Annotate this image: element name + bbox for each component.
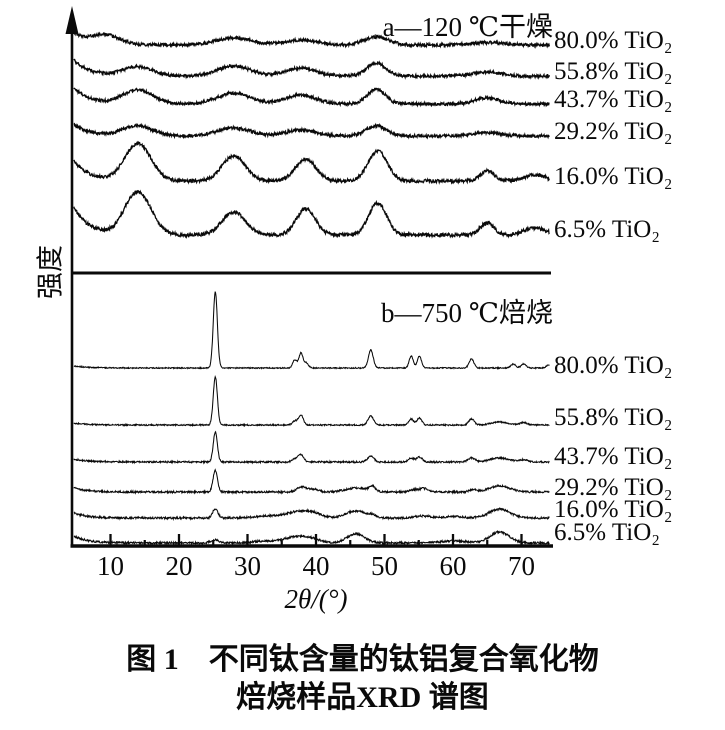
series-label-b-80.0: 80.0% TiO₂ — [554, 352, 673, 379]
x-tick-10: 10 — [97, 551, 124, 581]
caption-line-2: 焙烧样品XRD 谱图 — [236, 681, 489, 714]
xrd-trace-a-2 — [73, 87, 550, 108]
series-label-a-43.7: 43.7% TiO₂ — [554, 86, 673, 113]
series-label-a-55.8: 55.8% TiO₂ — [554, 58, 673, 85]
series-label-b-55.8: 55.8% TiO₂ — [554, 404, 673, 431]
xrd-trace-b-0 — [73, 291, 550, 370]
x-tick-40: 40 — [302, 551, 330, 581]
xrd-trace-b-4 — [73, 507, 550, 522]
x-tick-60: 60 — [439, 551, 467, 581]
caption-line-1: 图 1 不同钛含量的钛铝复合氧化物 — [126, 643, 599, 676]
xrd-trace-a-1 — [73, 58, 551, 80]
xrd-trace-b-3 — [73, 468, 550, 495]
y-axis-label: 强度 — [35, 245, 66, 299]
xrd-trace-a-5 — [73, 189, 550, 240]
xrd-trace-b-1 — [73, 375, 550, 428]
series-label-a-80.0: 80.0% TiO₂ — [554, 27, 673, 54]
series-label-a-29.2: 29.2% TiO₂ — [554, 118, 673, 145]
panel-a-title: a—120 ℃干燥 — [382, 12, 553, 42]
panel-b-title: b—750 ℃焙烧 — [381, 298, 553, 328]
series-label-b-29.2: 29.2% TiO₂ — [554, 474, 673, 501]
series-label-a-6.5: 6.5% TiO₂ — [554, 216, 660, 243]
series-label-b-16.0: 16.0% TiO₂ — [554, 496, 673, 523]
series-label-b-6.5: 6.5% TiO₂ — [554, 519, 660, 546]
series-label-a-16.0: 16.0% TiO₂ — [554, 163, 673, 190]
x-tick-70: 70 — [508, 551, 535, 581]
series-label-b-43.7: 43.7% TiO₂ — [554, 443, 673, 470]
xrd-trace-a-0 — [73, 31, 551, 49]
y-axis-arrow-icon — [65, 6, 79, 34]
x-axis-label: 2θ/(°) — [284, 584, 348, 614]
xrd-trace-a-3 — [73, 122, 550, 140]
x-tick-20: 20 — [165, 551, 193, 581]
figure-caption: 图 1 不同钛含量的钛铝复合氧化物 焙烧样品XRD 谱图 — [0, 641, 725, 717]
x-tick-30: 30 — [234, 551, 261, 581]
xrd-trace-b-5 — [73, 529, 550, 547]
xrd-trace-a-4 — [73, 140, 550, 185]
x-tick-50: 50 — [371, 551, 398, 581]
xrd-trace-b-2 — [73, 430, 550, 465]
